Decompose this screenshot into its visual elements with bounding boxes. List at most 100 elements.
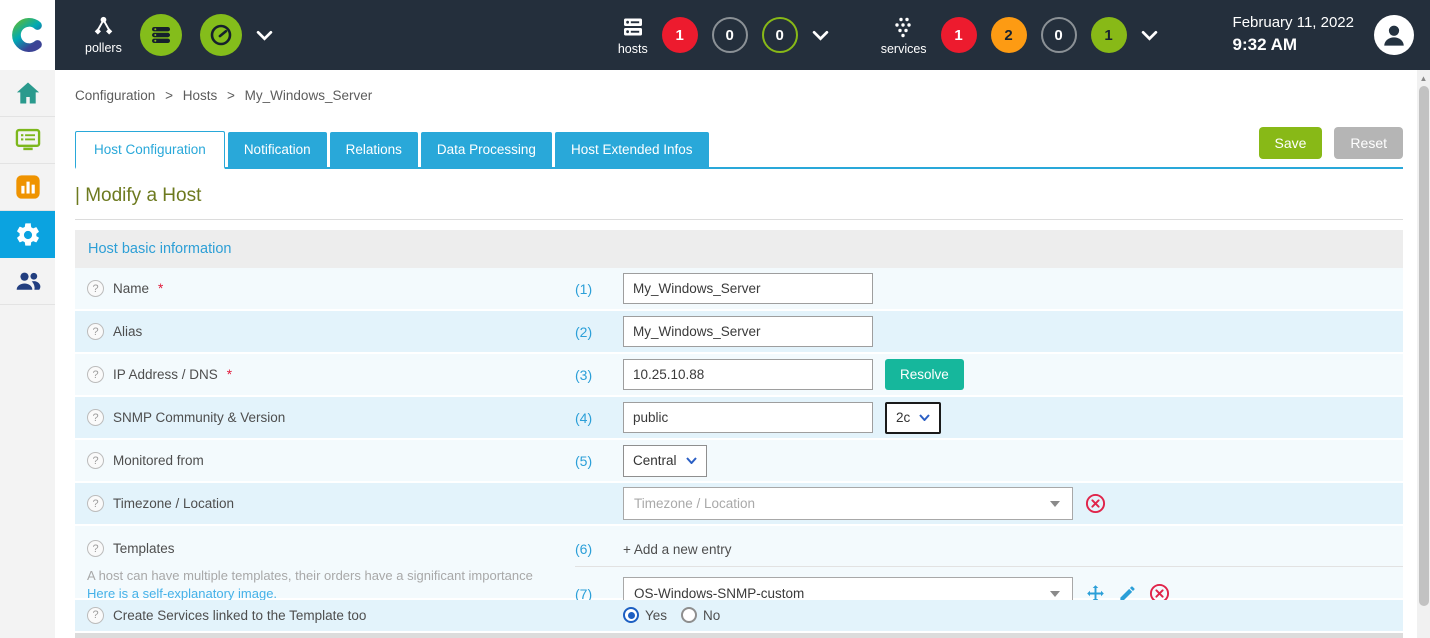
gear-icon [16,222,39,246]
pollers-expand-chevron[interactable] [256,30,273,41]
timezone-clear-button[interactable] [1085,493,1106,514]
hosts-down-badge[interactable]: 1 [661,17,698,53]
radio-selected-icon[interactable] [623,607,639,624]
form-row-name: ? Name * (1) [75,268,1403,311]
centreon-logo[interactable] [0,0,55,70]
help-icon[interactable]: ? [87,540,104,557]
tab-host-extended-infos[interactable]: Host Extended Infos [554,132,709,167]
server-list-icon [151,27,170,43]
dropdown-caret-icon[interactable] [1050,590,1060,597]
breadcrumb-current-host: My_Windows_Server [244,88,373,103]
scroll-up-arrow[interactable]: ▲ [1419,74,1428,83]
help-icon[interactable]: ? [87,452,104,469]
form-row-templates: ? Templates A host can have multiple tem… [75,526,1403,610]
services-menu[interactable]: services [881,15,927,56]
tab-bar: Host Configuration Notification Relation… [75,127,1403,169]
services-unknown-badge[interactable]: 0 [1040,17,1077,53]
required-asterisk: * [226,367,233,382]
snmp-label: SNMP Community & Version [113,410,286,425]
help-icon[interactable]: ? [87,323,104,340]
breadcrumb: Configuration > Hosts > My_Windows_Serve… [75,70,1403,103]
form-row-timezone: ? Timezone / Location [75,483,1403,526]
chevron-down-icon [685,457,697,464]
save-button[interactable]: Save [1258,127,1323,159]
alias-label: Alias [113,324,143,339]
sidebar-item-configuration[interactable] [0,211,55,258]
chevron-down-icon [1141,30,1157,41]
dropdown-caret-icon[interactable] [1050,500,1060,507]
sidebar-item-administration[interactable] [0,258,55,305]
pollers-label: pollers [85,41,122,55]
sidebar-item-home[interactable] [0,70,55,117]
resolve-button[interactable]: Resolve [885,359,964,390]
timezone-input[interactable] [624,496,1038,511]
help-icon[interactable]: ? [87,280,104,297]
tab-host-configuration[interactable]: Host Configuration [75,131,225,169]
alias-input[interactable] [623,316,873,347]
chevron-down-icon [812,30,828,41]
services-warning-badge[interactable]: 2 [990,17,1027,53]
poller-servers-button[interactable] [139,14,182,56]
pollers-icon [94,16,113,35]
services-icon [894,17,911,37]
breadcrumb-configuration[interactable]: Configuration [75,88,156,103]
services-critical-badge[interactable]: 1 [940,17,977,53]
user-avatar[interactable] [1374,15,1414,55]
templates-help-link[interactable]: Here is a self-explanatory image. [87,585,278,601]
tab-notification[interactable]: Notification [227,132,327,167]
templates-help-text: A host can have multiple templates, thei… [87,567,575,602]
hosts-icon [623,18,642,35]
reset-button[interactable]: Reset [1334,127,1403,159]
help-icon[interactable]: ? [87,495,104,512]
name-label: Name [113,281,150,296]
chevron-down-icon [919,414,931,421]
home-icon [16,82,39,104]
sidebar-item-monitoring[interactable] [0,117,55,164]
ip-input[interactable] [623,359,873,390]
timezone-combobox[interactable] [623,487,1073,520]
snmp-version-value: 2c [896,410,911,425]
tab-data-processing[interactable]: Data Processing [420,132,552,167]
hosts-up-badge[interactable]: 0 [761,17,798,53]
help-icon[interactable]: ? [87,366,104,383]
monitored-from-value: Central [633,453,677,468]
template-move-handle[interactable] [1085,583,1106,604]
main-content: Configuration > Hosts > My_Windows_Serve… [55,70,1417,638]
current-time: 9:32 AM [1232,34,1298,54]
services-ok-badge[interactable]: 1 [1090,17,1127,53]
yes-label: Yes [645,607,668,623]
pollers-menu[interactable]: pollers [85,15,122,55]
template-value[interactable] [624,586,1038,601]
services-expand-chevron[interactable] [1141,30,1158,41]
breadcrumb-separator: > [165,88,173,103]
snmp-community-input[interactable] [623,402,873,433]
hosts-unreachable-badge[interactable]: 0 [711,17,748,53]
form-row-snmp: ? SNMP Community & Version (4) 2c [75,397,1403,440]
users-icon [16,272,40,290]
help-icon[interactable]: ? [87,606,104,624]
radio-unselected-icon[interactable] [681,607,698,624]
form-row-alias: ? Alias (2) [75,311,1403,354]
name-input[interactable] [623,273,873,304]
vertical-scrollbar[interactable]: ▲ [1417,70,1430,638]
hosts-expand-chevron[interactable] [812,30,829,41]
help-icon[interactable]: ? [87,409,104,426]
monitored-from-select[interactable]: Central [623,444,707,477]
sidebar-item-reporting[interactable] [0,164,55,211]
breadcrumb-hosts[interactable]: Hosts [182,88,218,103]
pencil-icon [1120,586,1135,601]
no-label: No [703,607,721,623]
create-services-yes-option[interactable]: Yes [623,607,668,624]
snmp-version-select[interactable]: 2c [885,401,942,434]
hosts-menu[interactable]: hosts [618,15,648,56]
template-edit-button[interactable] [1118,584,1137,603]
scrollbar-thumb[interactable] [1418,86,1429,606]
hosts-label: hosts [617,41,648,56]
poller-latency-button[interactable] [199,14,242,56]
field-number-7: (7) [575,585,593,602]
tab-relations[interactable]: Relations [329,132,418,167]
chevron-down-icon [256,30,273,41]
create-services-no-option[interactable]: No [681,607,721,624]
add-template-entry-button[interactable]: + Add a new entry [623,541,732,557]
field-number-4: (4) [575,409,593,426]
